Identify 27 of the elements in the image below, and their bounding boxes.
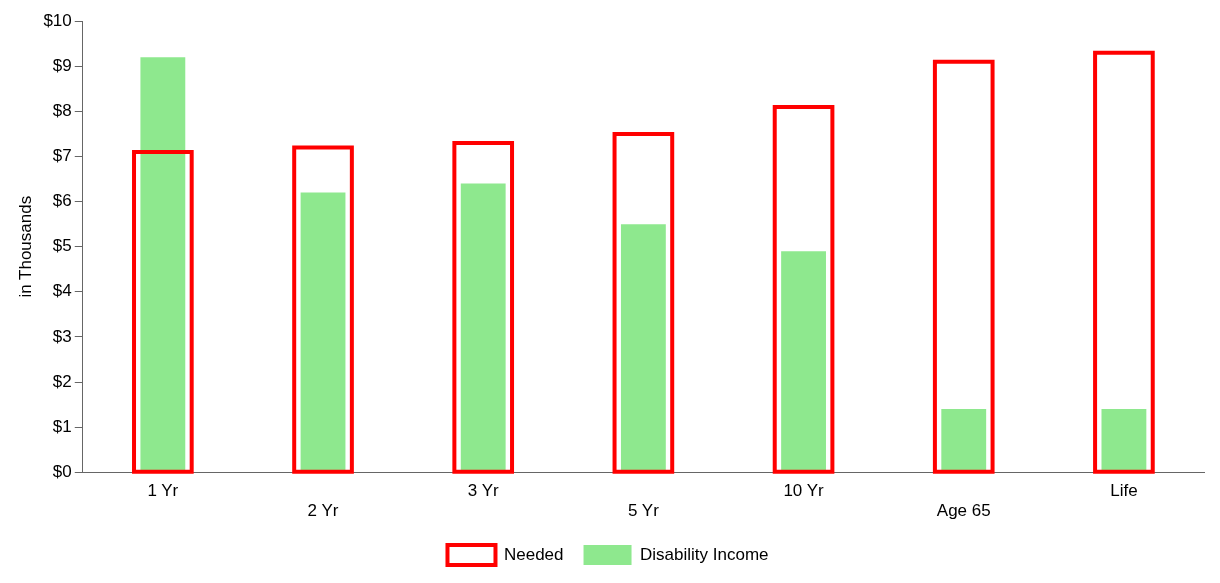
legend-label: Needed	[503, 544, 564, 564]
y-tick-label: $10	[43, 10, 72, 30]
x-tick-label: 1 Yr	[147, 481, 179, 501]
x-tick-label: 5 Yr	[627, 501, 660, 521]
y-tick-label: $4	[52, 281, 72, 301]
y-tick-label: $1	[52, 416, 72, 436]
y-tick-label: $3	[52, 326, 72, 346]
bar	[941, 409, 987, 472]
y-tick-label: $8	[52, 101, 72, 121]
y-tick-label: $2	[52, 371, 72, 391]
bar	[1101, 409, 1147, 472]
x-tick-label: 10 Yr	[783, 481, 825, 501]
legend-label: Disability Income	[640, 544, 769, 564]
bar	[620, 224, 666, 472]
y-axis-title: in Thousands	[15, 195, 35, 298]
bar	[460, 183, 506, 472]
y-tick-label: $0	[52, 461, 72, 481]
x-tick-label: Life	[1110, 481, 1138, 501]
y-tick-label: $5	[52, 236, 72, 256]
bar	[781, 251, 826, 472]
x-tick-label: 2 Yr	[307, 501, 339, 521]
y-tick-label: $6	[52, 191, 72, 211]
x-tick-label: 3 Yr	[467, 481, 499, 501]
bar	[300, 192, 346, 472]
y-tick-label: $9	[52, 55, 72, 75]
x-tick-label: Age 65	[936, 501, 991, 521]
y-tick-label: $7	[52, 146, 72, 166]
